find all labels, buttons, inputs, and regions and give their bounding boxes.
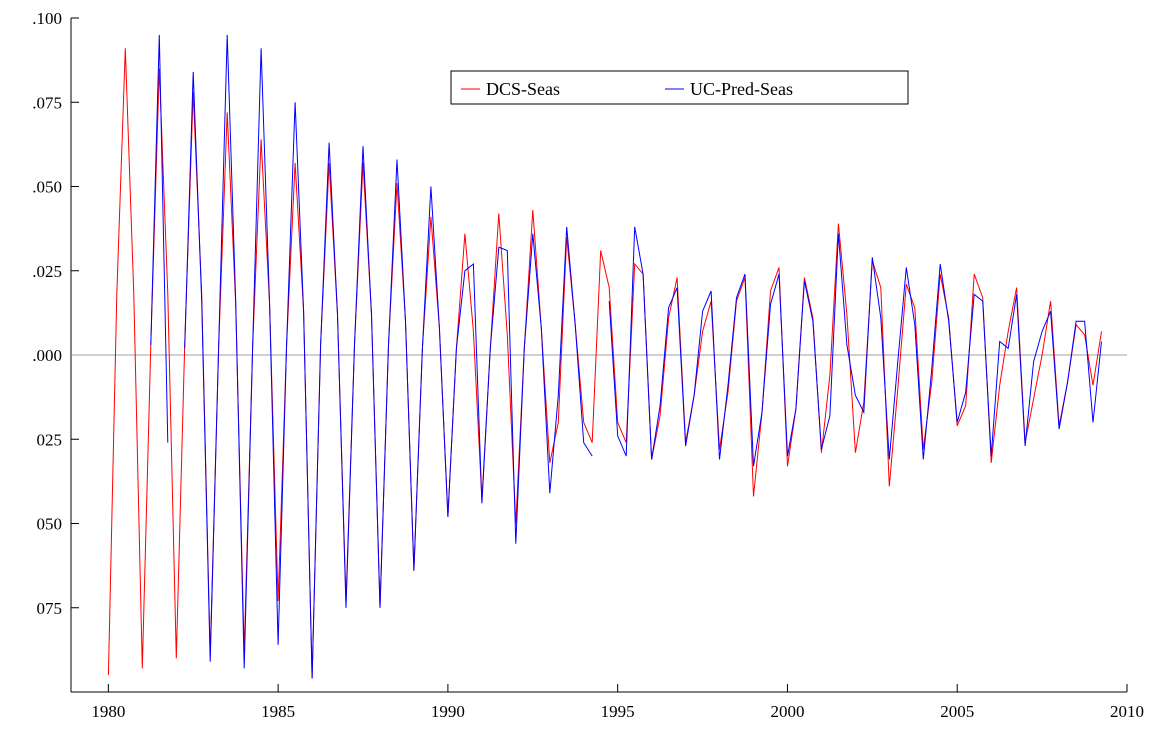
y-tick-label: 075 xyxy=(37,599,63,618)
legend: DCS-Seas UC-Pred-Seas xyxy=(450,70,909,105)
x-tick-label: 1990 xyxy=(431,702,465,721)
x-tick-label: 2000 xyxy=(770,702,804,721)
y-tick-label: .000 xyxy=(32,346,62,365)
legend-label-uc-pred-seas: UC-Pred-Seas xyxy=(690,79,793,99)
series-line-dcs-seas xyxy=(107,48,1102,679)
y-tick-label: .100 xyxy=(32,9,62,28)
x-tick-label: 1985 xyxy=(261,702,295,721)
legend-label-dcs-seas: DCS-Seas xyxy=(486,79,560,99)
x-tick-label: 2010 xyxy=(1110,702,1144,721)
legend-box xyxy=(450,70,909,105)
y-tick-label: .075 xyxy=(32,93,62,112)
y-tick-label: .025 xyxy=(32,262,62,281)
series-group xyxy=(107,34,1102,679)
y-tick-label: .050 xyxy=(32,178,62,197)
y-tick-label: 025 xyxy=(37,430,63,449)
axes: .100 .075 .050 .025 .000 025 050 075 1980 1985 199… xyxy=(32,9,1144,721)
y-tick-label: 050 xyxy=(37,515,63,534)
x-tick-label: 1980 xyxy=(91,702,125,721)
series-line-uc-pred-seas xyxy=(150,34,1102,679)
x-tick-label: 2005 xyxy=(940,702,974,721)
x-tick-label: 1995 xyxy=(601,702,635,721)
